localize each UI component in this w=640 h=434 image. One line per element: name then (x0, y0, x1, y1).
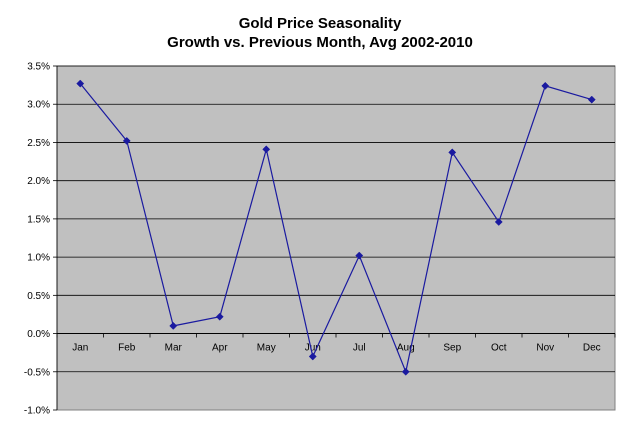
y-tick-label: 2.0% (27, 176, 50, 187)
x-tick-label: Oct (491, 343, 507, 354)
x-tick-label: Jun (305, 343, 321, 354)
x-tick-label: Mar (165, 343, 183, 354)
data-point-oct (494, 217, 503, 226)
y-tick-label: 2.5% (27, 138, 50, 149)
y-tick-label: -1.0% (24, 406, 50, 417)
x-tick-label: Apr (212, 343, 228, 354)
data-point-nov (541, 81, 550, 90)
y-axis: -1.0% -0.5% 0.0% 0.5% 1.0% 1.5% 2.0% 2.5% 3.0% 3.… (24, 62, 58, 417)
data-point-sep (448, 148, 457, 157)
x-axis: Jan Feb Mar Apr May Jun Jul Aug Sep Oct Nov Dec (56, 333, 616, 354)
data-point-mar (169, 321, 178, 330)
data-point-apr (215, 312, 224, 321)
data-point-may (262, 145, 271, 154)
data-point-jun (308, 352, 317, 361)
x-tick-label: Sep (443, 343, 461, 354)
x-tick-label: Jan (72, 343, 88, 354)
chart-subtitle: Growth vs. Previous Month, Avg 2002-2010 (167, 34, 473, 51)
data-point-jul (355, 251, 364, 260)
y-tick-label: 1.5% (27, 214, 50, 225)
y-tick-label: 1.0% (27, 253, 50, 264)
x-tick-label: Aug (397, 343, 415, 354)
data-point-feb (122, 136, 131, 145)
y-tick-label: 0.5% (27, 291, 50, 302)
x-tick-label: Dec (583, 343, 601, 354)
chart-title: Gold Price Seasonality (239, 15, 402, 32)
y-tick-label: 3.5% (27, 62, 50, 73)
series-1 (76, 79, 596, 376)
plot-area (56, 65, 616, 411)
x-tick-label: May (257, 343, 276, 354)
x-tick-label: Nov (536, 343, 554, 354)
series-line (79, 83, 592, 374)
data-point-jan (76, 79, 85, 88)
y-tick-label: 3.0% (27, 100, 50, 111)
data-point-aug (401, 367, 410, 376)
data-point-dec (587, 95, 596, 104)
x-tick-label: Jul (353, 343, 366, 354)
y-tick-label: -0.5% (24, 367, 50, 378)
x-tick-label: Feb (118, 343, 136, 354)
y-tick-label: 0.0% (27, 329, 50, 340)
